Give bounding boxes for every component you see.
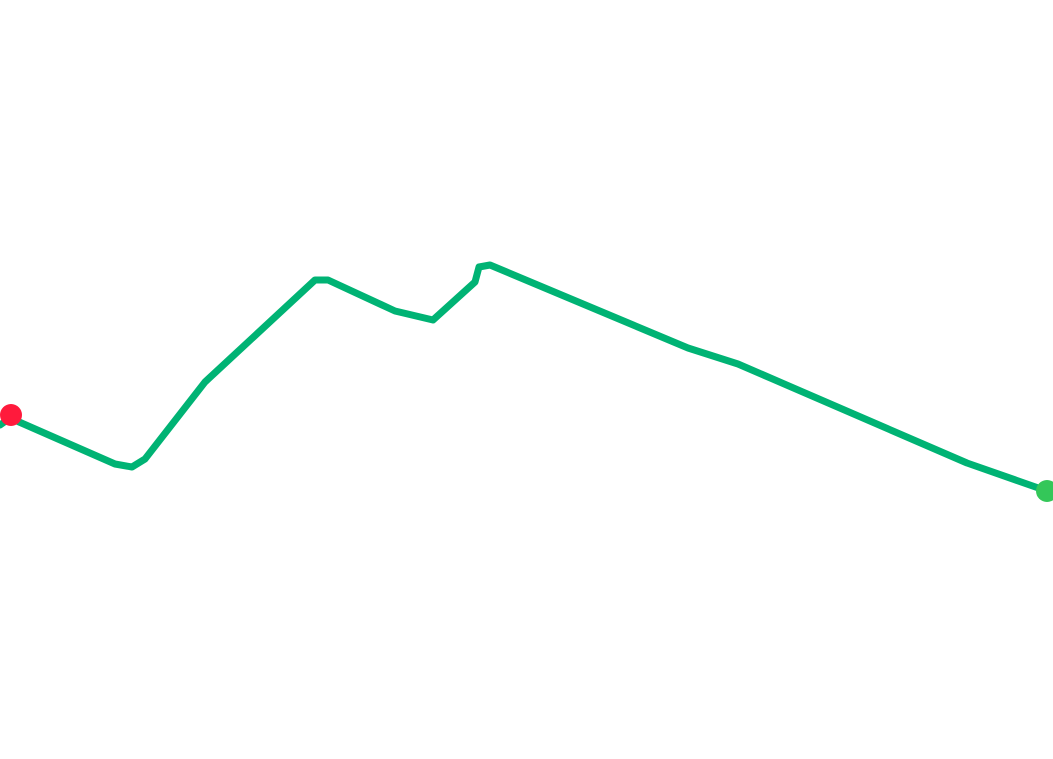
start-marker-icon[interactable]: [0, 404, 22, 426]
route-line: [0, 261, 1051, 495]
end-marker-icon[interactable]: [1036, 480, 1053, 502]
